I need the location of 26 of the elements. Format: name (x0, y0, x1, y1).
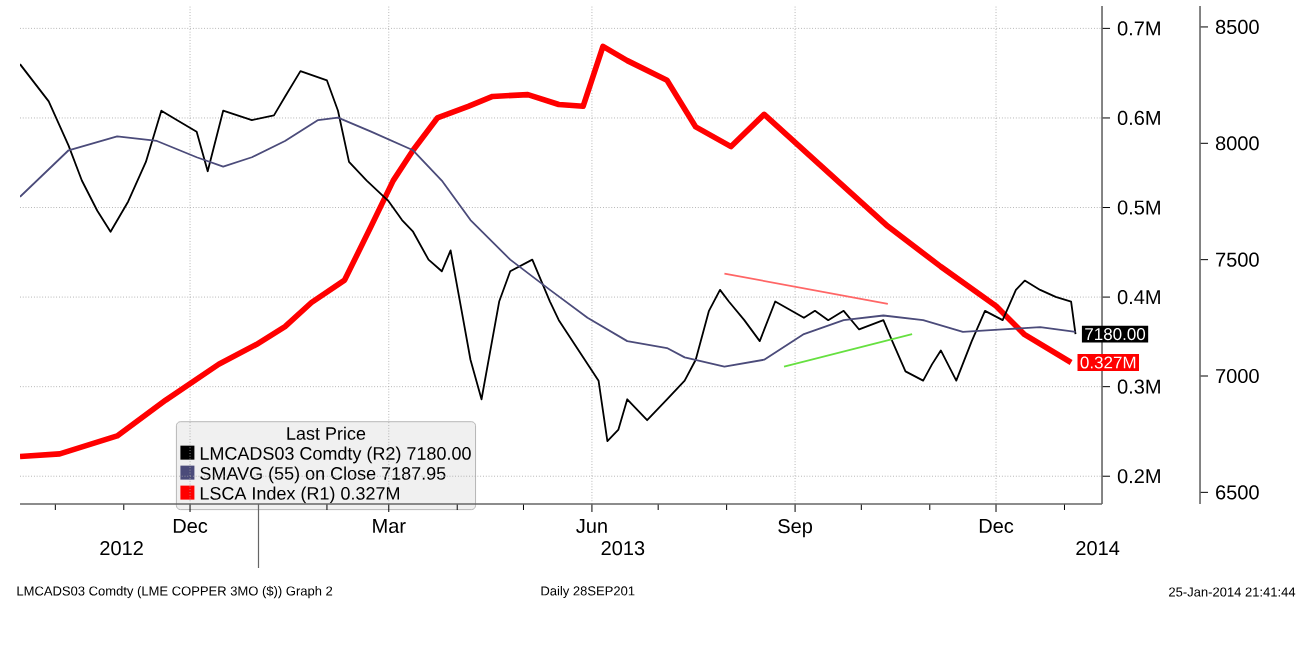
line-series (20, 116, 1077, 368)
data-label: 7180.00 (1085, 328, 1146, 341)
y2-tick-label: 6500 (1216, 485, 1259, 500)
y2-tick-label: 8500 (1215, 19, 1259, 35)
y2-tick-label: 7000 (1216, 368, 1259, 384)
y-tick-label: 0.7M (1117, 21, 1160, 36)
x2-tick-label: 2012 (100, 541, 143, 556)
x2-tick-label: 2014 (1076, 541, 1120, 556)
y2-tick-label: 8000 (1215, 136, 1259, 151)
y-tick-label: 0.6M (1117, 110, 1160, 126)
y-tick-label: 0.4M (1117, 290, 1160, 305)
y-tick-label: 0.5M (1117, 200, 1160, 215)
x-tick-label: Mar (373, 519, 406, 533)
y2-tick-label: 7500 (1216, 252, 1259, 267)
x-tick-label: Jun (576, 519, 607, 533)
legend-title: Last Price (287, 426, 366, 440)
legend-label: LSCA Index (R1) 0.327M (200, 486, 400, 504)
legend-label: LMCADS03 Comdty (R2) 7180.00 (200, 446, 471, 464)
x-tick-label: Dec (979, 519, 1014, 533)
x-tick-label: Sep (778, 519, 813, 538)
y-tick-label: 0.3M (1117, 379, 1160, 394)
x2-tick-label: 2013 (601, 541, 645, 556)
y-tick-label: 0.2M (1117, 469, 1160, 484)
x-tick-label: Dec (173, 519, 208, 533)
legend-label: SMAVG (55) on Close 7187.95 (200, 466, 446, 484)
data-label: 0.327M (1080, 356, 1136, 369)
